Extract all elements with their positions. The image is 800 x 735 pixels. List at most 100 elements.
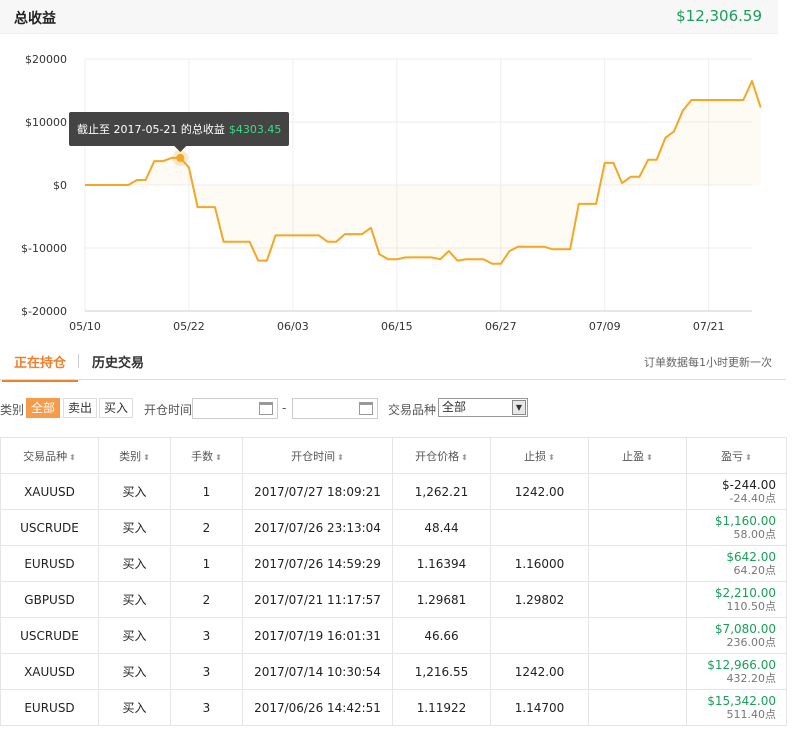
tab-divider [78, 354, 79, 368]
cell-stop-loss: 1.14700 [490, 689, 589, 726]
pnl-points: 432.20点 [726, 671, 777, 685]
pnl-amount: $2,210.00 [714, 585, 776, 600]
header-label: 止盈 [622, 449, 645, 463]
category-sell-button[interactable]: 卖出 [63, 398, 98, 418]
cell-take-profit [588, 653, 687, 690]
cell-pnl: $12,966.00 432.20点 [686, 653, 787, 690]
table-row: XAUUSD 买入 3 2017/07/14 10:30:54 1,216.55 1242… [0, 653, 787, 690]
cell-open-price: 1,216.55 [392, 653, 491, 690]
x-tick-label: 05/22 [173, 320, 205, 333]
cell-symbol: XAUUSD [0, 653, 99, 690]
y-tick-label: $20000 [25, 53, 67, 66]
table-header-row: 交易品种 ⬍ 类别 ⬍ 手数 ⬍ 开仓时间 ⬍ 开仓价格 ⬍ 止损 ⬍ 止盈 ⬍ 盈亏 ⬍ [0, 437, 787, 474]
series-area [85, 81, 761, 264]
cell-stop-loss: 1.29802 [490, 581, 589, 618]
sort-icon: ⬍ [745, 452, 752, 462]
x-tick-label: 05/10 [69, 320, 101, 333]
page-title: 总收益 [14, 11, 56, 27]
cell-type: 买入 [98, 689, 171, 726]
cell-stop-loss: 1.16000 [490, 545, 589, 582]
cell-type: 买入 [98, 617, 171, 654]
cell-take-profit [588, 581, 687, 618]
x-tick-label: 06/15 [381, 320, 413, 333]
tooltip-text: 截止至 2017-05-21 的总收益 $4303.45 [77, 122, 281, 136]
cell-lots: 3 [170, 653, 243, 690]
sort-icon: ⬍ [337, 452, 344, 462]
cell-lots: 3 [170, 689, 243, 726]
cell-pnl: $15,342.00 511.40点 [686, 689, 787, 726]
pnl-amount: $15,342.00 [707, 693, 776, 708]
positions-table: 交易品种 ⬍ 类别 ⬍ 手数 ⬍ 开仓时间 ⬍ 开仓价格 ⬍ 止损 ⬍ 止盈 ⬍ 盈亏 ⬍ XA… [0, 437, 787, 726]
y-tick-label: $-10000 [21, 242, 67, 255]
tooltip-pointer [174, 146, 187, 152]
cell-pnl: $2,210.00 110.50点 [686, 581, 787, 618]
header-label: 盈亏 [721, 449, 744, 463]
header-label: 止损 [524, 449, 547, 463]
tooltip-value: $4303.45 [229, 123, 282, 136]
symbol-select-value: 全部 [442, 400, 467, 414]
series-line [85, 80, 762, 265]
cell-symbol: EURUSD [0, 689, 99, 726]
col-type-header[interactable]: 类别 ⬍ [98, 437, 171, 474]
pnl-points: -24.40点 [729, 491, 776, 505]
start-date-input[interactable] [192, 398, 278, 419]
calendar-icon[interactable] [259, 402, 273, 415]
category-all-button[interactable]: 全部 [26, 398, 61, 418]
col-sl-header[interactable]: 止损 ⬍ [490, 437, 589, 474]
calendar-icon[interactable] [359, 402, 373, 415]
x-tick-label: 06/03 [277, 320, 309, 333]
pnl-points: 110.50点 [726, 599, 777, 613]
cell-pnl: $1,160.00 58.00点 [686, 509, 787, 546]
tab-open-positions[interactable]: 正在持仓 [1, 352, 79, 382]
date-separator: - [282, 401, 287, 415]
cell-open-price: 46.66 [392, 617, 491, 654]
pnl-points: 58.00点 [733, 527, 777, 541]
table-row: XAUUSD 买入 1 2017/07/27 18:09:21 1,262.21 1242… [0, 473, 787, 510]
header-label: 交易品种 [23, 449, 68, 463]
col-tp-header[interactable]: 止盈 ⬍ [588, 437, 687, 474]
symbol-select[interactable]: 全部 ▼ [438, 398, 528, 417]
cell-open-time: 2017/07/14 10:30:54 [242, 653, 393, 690]
cell-lots: 2 [170, 509, 243, 546]
cell-lots: 2 [170, 581, 243, 618]
cell-take-profit [588, 545, 687, 582]
cell-open-time: 2017/07/26 23:13:04 [242, 509, 393, 546]
cell-type: 买入 [98, 545, 171, 582]
symbol-label: 交易品种 [388, 403, 437, 417]
table-row: GBPUSD 买入 2 2017/07/21 11:17:57 1.29681 1.298… [0, 581, 787, 618]
x-tick-label: 06/27 [485, 320, 517, 333]
header-label: 类别 [119, 449, 142, 463]
cell-open-time: 2017/07/19 16:01:31 [242, 617, 393, 654]
sort-icon: ⬍ [69, 452, 76, 462]
pnl-amount: $7,080.00 [714, 621, 776, 636]
cell-open-time: 2017/06/26 14:42:51 [242, 689, 393, 726]
summary-header: 总收益 $12,306.59 [0, 0, 778, 34]
y-tick-label: $-20000 [21, 305, 67, 318]
table-row: USCRUDE 买入 3 2017/07/19 16:01:31 46.66 $7,080… [0, 617, 787, 654]
cell-type: 买入 [98, 473, 171, 510]
table-row: USCRUDE 买入 2 2017/07/26 23:13:04 48.44 $1,160… [0, 509, 787, 546]
cell-pnl: $7,080.00 236.00点 [686, 617, 787, 654]
cell-open-price: 1,262.21 [392, 473, 491, 510]
col-pnl-header[interactable]: 盈亏 ⬍ [686, 437, 787, 474]
col-price-header[interactable]: 开仓价格 ⬍ [392, 437, 491, 474]
cell-open-time: 2017/07/26 14:59:29 [242, 545, 393, 582]
cell-open-price: 48.44 [392, 509, 491, 546]
cell-lots: 1 [170, 545, 243, 582]
tab-history[interactable]: 历史交易 [92, 356, 145, 371]
col-time-header[interactable]: 开仓时间 ⬍ [242, 437, 393, 474]
cell-take-profit [588, 689, 687, 726]
col-lots-header[interactable]: 手数 ⬍ [170, 437, 243, 474]
pnl-amount: $642.00 [726, 549, 776, 564]
col-symbol-header[interactable]: 交易品种 ⬍ [0, 437, 99, 474]
cell-take-profit [588, 509, 687, 546]
header-label: 开仓价格 [415, 449, 460, 463]
tooltip-box [69, 112, 289, 146]
category-buy-button[interactable]: 买入 [99, 398, 134, 418]
end-date-input[interactable] [292, 398, 378, 419]
pnl-amount: $-244.00 [722, 477, 776, 492]
cell-lots: 3 [170, 617, 243, 654]
cell-type: 买入 [98, 581, 171, 618]
chevron-down-icon[interactable]: ▼ [512, 400, 526, 415]
sort-icon: ⬍ [461, 452, 468, 462]
